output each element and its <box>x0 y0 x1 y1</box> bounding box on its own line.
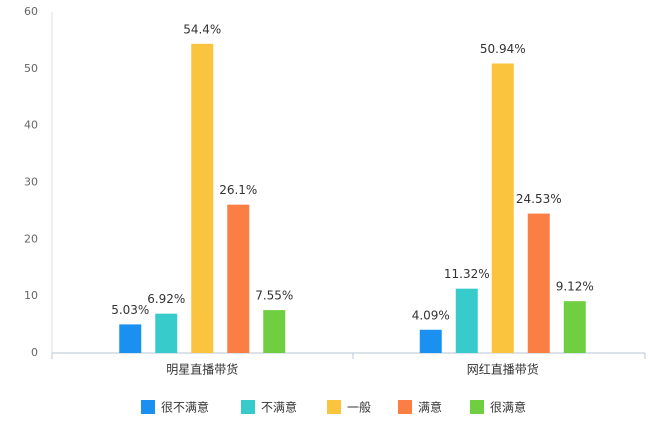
legend-swatch <box>470 400 484 414</box>
y-tick-label: 10 <box>24 289 38 302</box>
value-label: 4.09% <box>412 308 450 322</box>
value-label: 24.53% <box>516 192 562 206</box>
legend-item[interactable]: 很不满意 <box>141 400 209 415</box>
value-label: 26.1% <box>219 183 257 197</box>
y-tick-label: 50 <box>24 62 38 75</box>
bar <box>119 324 142 353</box>
legend-swatch <box>398 400 412 414</box>
legend-swatch <box>241 400 255 414</box>
bar <box>455 288 478 353</box>
y-tick-label: 0 <box>31 346 38 359</box>
bar <box>191 43 214 354</box>
bar <box>527 213 550 353</box>
bar <box>491 63 514 354</box>
legend-swatch <box>141 400 155 414</box>
value-label: 9.12% <box>556 280 594 294</box>
y-tick-label: 40 <box>24 119 38 132</box>
value-label: 7.55% <box>255 289 293 303</box>
y-tick-label: 30 <box>24 176 38 189</box>
legend-label: 不满意 <box>261 400 297 415</box>
x-tick-label: 网红直播带货 <box>467 362 539 377</box>
value-label: 6.92% <box>147 292 185 306</box>
bar <box>263 310 286 353</box>
y-tick-label: 20 <box>24 232 38 245</box>
value-label: 11.32% <box>444 267 490 281</box>
bar <box>563 301 586 353</box>
x-tick-label: 明星直播带货 <box>166 362 238 377</box>
legend-label: 很满意 <box>490 400 526 415</box>
legend-item[interactable]: 不满意 <box>241 400 297 415</box>
legend-label: 一般 <box>347 400 371 415</box>
legend-label: 很不满意 <box>161 400 209 415</box>
legend-item[interactable]: 很满意 <box>470 400 526 415</box>
legend-label: 满意 <box>418 400 442 415</box>
value-label: 50.94% <box>480 42 526 56</box>
bar <box>227 204 250 353</box>
y-tick-label: 60 <box>24 5 38 18</box>
legend-item[interactable]: 一般 <box>327 400 371 415</box>
value-label: 54.4% <box>183 22 221 36</box>
bar <box>155 313 178 353</box>
legend-item[interactable]: 满意 <box>398 400 442 415</box>
legend-swatch <box>327 400 341 414</box>
bar <box>419 329 442 353</box>
value-label: 5.03% <box>111 303 149 317</box>
